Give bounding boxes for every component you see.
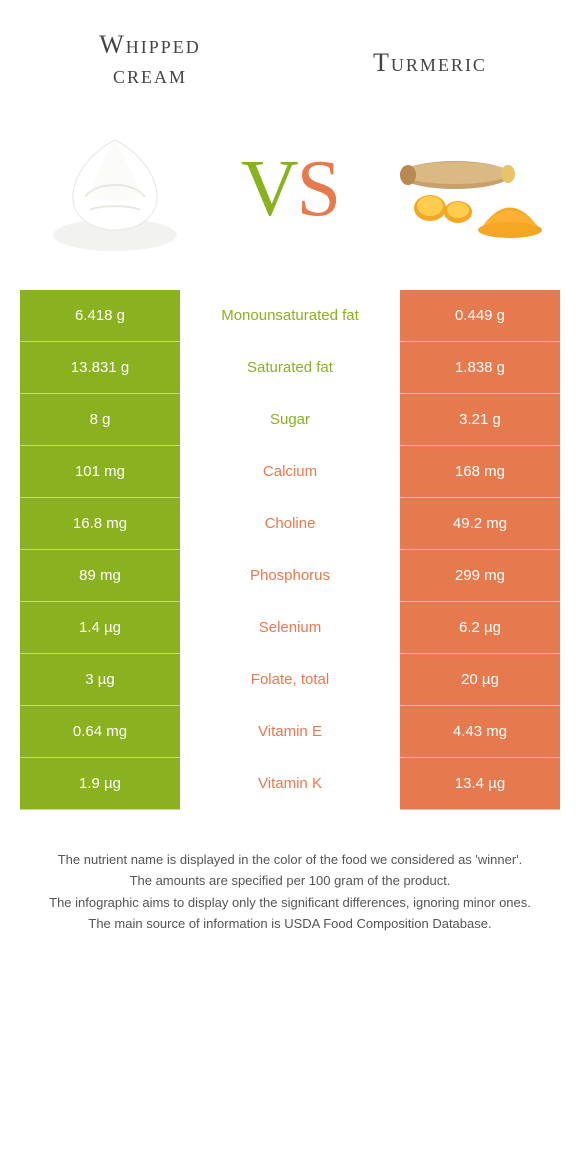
nutrient-row: 8 gSugar3.21 g — [20, 394, 560, 446]
right-value: 299 mg — [400, 550, 560, 602]
left-value: 1.4 µg — [20, 602, 180, 654]
nutrient-row: 0.64 mgVitamin E4.43 mg — [20, 706, 560, 758]
left-value: 1.9 µg — [20, 758, 180, 810]
nutrient-name: Monounsaturated fat — [180, 290, 400, 342]
left-value: 0.64 mg — [20, 706, 180, 758]
nutrient-row: 16.8 mgCholine49.2 mg — [20, 498, 560, 550]
nutrient-table: 6.418 gMonounsaturated fat0.449 g13.831 … — [20, 290, 560, 810]
left-value: 8 g — [20, 394, 180, 446]
footnote-line: The amounts are specified per 100 gram o… — [40, 871, 540, 891]
footnote-line: The nutrient name is displayed in the co… — [40, 850, 540, 870]
nutrient-row: 1.9 µgVitamin K13.4 µg — [20, 758, 560, 810]
footnote-line: The main source of information is USDA F… — [40, 914, 540, 934]
nutrient-name: Vitamin K — [180, 758, 400, 810]
left-title-line2: cream — [113, 60, 187, 89]
hero-row: VS — [20, 110, 560, 290]
whipped-cream-image — [30, 120, 200, 260]
right-value: 4.43 mg — [400, 706, 560, 758]
header-titles: Whipped cream Turmeric — [20, 20, 560, 110]
right-value: 49.2 mg — [400, 498, 560, 550]
nutrient-row: 13.831 gSaturated fat1.838 g — [20, 342, 560, 394]
nutrient-name: Choline — [180, 498, 400, 550]
vs-label: VS — [241, 144, 339, 235]
right-value: 1.838 g — [400, 342, 560, 394]
nutrient-row: 6.418 gMonounsaturated fat0.449 g — [20, 290, 560, 342]
right-value: 0.449 g — [400, 290, 560, 342]
left-value: 13.831 g — [20, 342, 180, 394]
right-value: 168 mg — [400, 446, 560, 498]
nutrient-name: Sugar — [180, 394, 400, 446]
right-value: 13.4 µg — [400, 758, 560, 810]
right-food-title: Turmeric — [330, 30, 530, 78]
right-value: 3.21 g — [400, 394, 560, 446]
left-value: 89 mg — [20, 550, 180, 602]
footnotes: The nutrient name is displayed in the co… — [20, 810, 560, 956]
left-title-line1: Whipped — [99, 30, 201, 59]
turmeric-image — [380, 120, 550, 260]
vs-v: V — [241, 144, 297, 235]
footnote-line: The infographic aims to display only the… — [40, 893, 540, 913]
nutrient-row: 101 mgCalcium168 mg — [20, 446, 560, 498]
right-value: 20 µg — [400, 654, 560, 706]
nutrient-name: Saturated fat — [180, 342, 400, 394]
nutrient-name: Calcium — [180, 446, 400, 498]
left-value: 16.8 mg — [20, 498, 180, 550]
right-title: Turmeric — [373, 48, 487, 77]
nutrient-name: Phosphorus — [180, 550, 400, 602]
right-value: 6.2 µg — [400, 602, 560, 654]
nutrient-row: 1.4 µgSelenium6.2 µg — [20, 602, 560, 654]
left-value: 6.418 g — [20, 290, 180, 342]
vs-s: S — [297, 144, 340, 235]
nutrient-name: Folate, total — [180, 654, 400, 706]
left-food-title: Whipped cream — [50, 30, 250, 90]
left-value: 101 mg — [20, 446, 180, 498]
nutrient-name: Vitamin E — [180, 706, 400, 758]
left-value: 3 µg — [20, 654, 180, 706]
nutrient-row: 3 µgFolate, total20 µg — [20, 654, 560, 706]
nutrient-row: 89 mgPhosphorus299 mg — [20, 550, 560, 602]
nutrient-name: Selenium — [180, 602, 400, 654]
